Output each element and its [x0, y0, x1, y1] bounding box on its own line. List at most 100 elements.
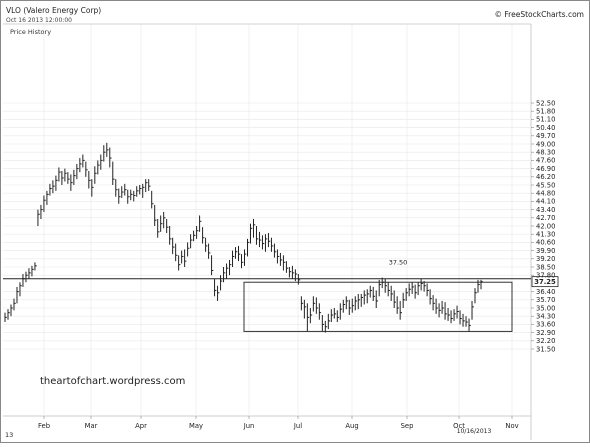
- ohlc-bar: [297, 274, 301, 285]
- ohlc-bar: [220, 275, 223, 291]
- ohlc-bar: [205, 237, 208, 252]
- y-tick-label-16: 41.30: [536, 231, 555, 239]
- y-tick-label-24: 35.00: [536, 304, 555, 312]
- range-box-layer: [243, 281, 513, 332]
- x-tick-label-4: Jun: [243, 422, 255, 430]
- y-tick-label-20: 38.50: [536, 263, 555, 271]
- ohlc-bar: [103, 145, 106, 162]
- ohlc-bar: [181, 250, 184, 264]
- ohlc-bar: [133, 190, 136, 202]
- ohlc-bar: [243, 249, 247, 266]
- ohlc-bar: [324, 320, 328, 333]
- ohlc-bar: [97, 160, 100, 175]
- ohlc-bar: [25, 271, 28, 283]
- ohlc-bar: [291, 265, 295, 279]
- ohlc-bar: [217, 285, 220, 301]
- ohlc-bar: [28, 268, 31, 279]
- ohlc-bar: [211, 255, 214, 276]
- ohlc-bar: [16, 286, 19, 304]
- ohlc-bar: [429, 289, 432, 305]
- ohlc-bar: [336, 310, 340, 323]
- last-price-badge: [531, 276, 559, 288]
- ohlc-bar: [199, 215, 202, 232]
- ohlc-bar: [333, 307, 337, 319]
- ohlc-bar: [34, 262, 37, 271]
- ohlc-bar: [214, 278, 217, 297]
- ohlc-bar: [82, 154, 85, 168]
- ohlc-bar: [91, 179, 94, 197]
- ohlc-bar: [169, 226, 172, 245]
- y-axis-ticks: 52.5051.8051.1050.4049.7049.0048.3047.60…: [531, 99, 555, 353]
- y-tick-label-25: 34.30: [536, 312, 555, 320]
- ohlc-bar: [435, 298, 438, 314]
- ohlc-bar: [196, 226, 199, 239]
- range-box: [243, 281, 513, 332]
- ohlc-bar: [426, 283, 429, 297]
- ohlc-bar: [456, 305, 459, 319]
- ohlc-bar: [46, 190, 49, 205]
- ohlc-bar: [106, 142, 109, 157]
- ohlc-bar: [115, 179, 118, 197]
- ohlc-bar: [73, 169, 76, 186]
- ohlc-bar: [145, 179, 148, 193]
- y-tick-label-12: 44.10: [536, 198, 555, 206]
- ohlc-bar: [462, 313, 465, 327]
- horizontal-line-layer: 37.50 37.25: [3, 259, 559, 288]
- ohlc-bar: [375, 290, 379, 308]
- ohlc-bar: [124, 183, 127, 196]
- grid: [3, 24, 531, 416]
- ohlc-bar: [447, 307, 450, 321]
- x-tick-label-9: Nov: [505, 422, 518, 430]
- y-tick-label-14: 42.70: [536, 214, 555, 222]
- ohlc-bar: [339, 303, 343, 320]
- ohlc-bar: [43, 195, 46, 212]
- y-tick-label-9: 46.20: [536, 173, 555, 181]
- ohlc-bar: [13, 298, 16, 311]
- ohlc-bar: [432, 295, 435, 311]
- ohlc-bar: [193, 230, 196, 242]
- x-tick-label-7: Sep: [401, 422, 414, 430]
- ohlc-bar: [405, 288, 408, 301]
- ohlc-bar: [450, 310, 453, 324]
- ohlc-bar: [396, 296, 399, 314]
- ohlc-bar: [148, 179, 151, 191]
- ohlc-bar: [252, 218, 256, 238]
- ohlc-bar: [471, 300, 474, 320]
- x-tick-label-3: May: [189, 422, 203, 430]
- ohlc-bar: [232, 250, 235, 267]
- y-tick-label-26: 33.60: [536, 321, 555, 329]
- ohlc-bar: [312, 296, 316, 312]
- ohlc-bar: [19, 282, 22, 297]
- ohlc-bar: [414, 284, 417, 299]
- ohlc-bar: [64, 168, 67, 182]
- y-tick-label-10: 45.50: [536, 181, 555, 189]
- ohlc-bar: [109, 147, 112, 168]
- y-tick-label-3: 50.40: [536, 124, 555, 132]
- x-axis-ticks: Feb Mar Apr May Jun Jul Aug Sep Oct Nov 10/16/2013: [38, 416, 519, 435]
- ohlc-bar: [151, 190, 154, 209]
- ohlc-bar: [444, 302, 447, 320]
- ohlc-bar: [208, 243, 211, 259]
- ohlc-bar: [465, 316, 468, 327]
- ohlc-bar: [229, 259, 232, 276]
- ohlc-bar: [187, 242, 190, 257]
- ohlc-bar: [453, 309, 456, 321]
- ohlc-bar: [52, 180, 55, 194]
- ohlc-bar: [315, 297, 319, 314]
- y-tick-label-19: 39.20: [536, 255, 555, 263]
- ohlc-bar: [136, 186, 139, 197]
- ohlc-bar: [58, 167, 61, 182]
- ohlc-bar: [399, 300, 402, 320]
- y-tick-label-13: 43.40: [536, 206, 555, 214]
- corner-label: 13: [5, 431, 13, 439]
- ohlc-bar: [241, 254, 244, 269]
- ohlc-bar: [360, 293, 364, 307]
- y-tick-label-27: 32.90: [536, 329, 555, 337]
- ohlc-bar: [423, 281, 426, 292]
- ohlc-bar: [459, 310, 462, 325]
- ohlc-bar: [261, 235, 265, 250]
- ohlc-bar: [273, 243, 277, 258]
